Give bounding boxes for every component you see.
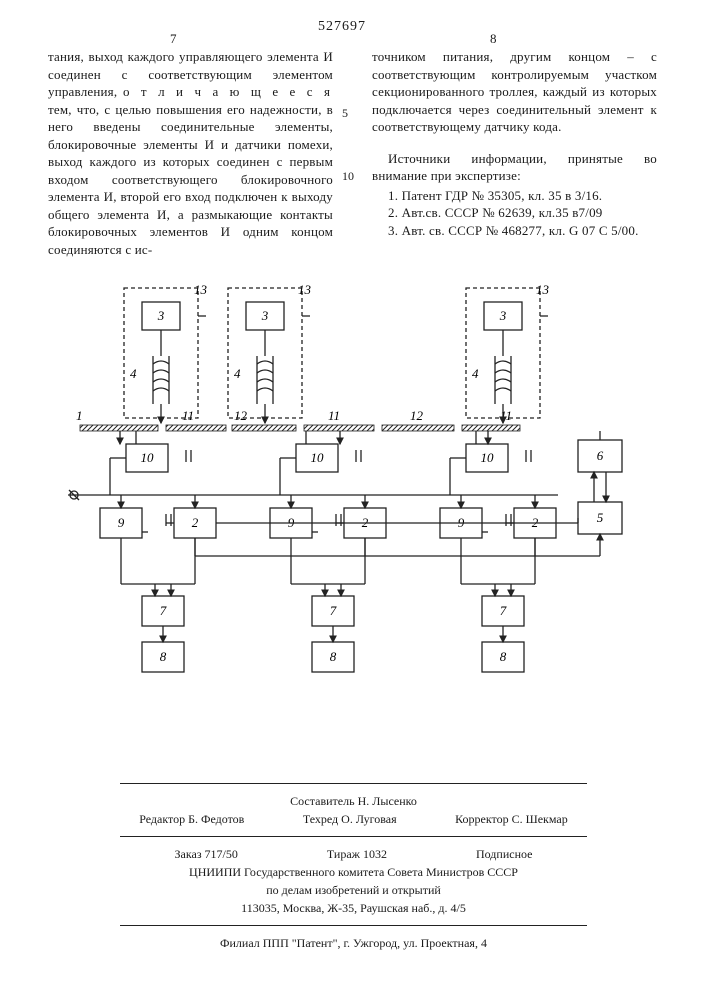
footer-order: Заказ 717/50 <box>175 845 238 863</box>
footer-org2: по делам изобретений и открытий <box>0 881 707 899</box>
source-1: 1. Патент ГДР № 35305, кл. 35 в 3/16. <box>388 187 657 205</box>
svg-text:7: 7 <box>500 603 507 618</box>
source-3: 3. Авт. св. СССР № 468277, кл. G 07 C 5/… <box>388 222 657 240</box>
svg-text:11: 11 <box>500 408 512 423</box>
footer-tirazh: Тираж 1032 <box>327 845 387 863</box>
svg-text:6: 6 <box>597 448 604 463</box>
source-2: 2. Авт.св. СССР № 62639, кл.35 в7/09 <box>388 204 657 222</box>
col-left-p2: тем, что, с целью повышения его надежнос… <box>48 102 333 257</box>
page-num-right: 8 <box>490 30 497 48</box>
svg-text:10: 10 <box>141 450 155 465</box>
svg-text:11: 11 <box>182 408 194 423</box>
col-left-spaced: о т л и ч а ю щ е е с я <box>123 84 333 99</box>
svg-text:5: 5 <box>597 510 604 525</box>
line-marker-10: 10 <box>342 168 354 184</box>
line-marker-5: 5 <box>342 105 348 121</box>
svg-text:3: 3 <box>499 308 507 323</box>
svg-text:13: 13 <box>194 282 208 297</box>
svg-text:3: 3 <box>157 308 165 323</box>
svg-text:8: 8 <box>500 649 507 664</box>
sources-head: Источники информации, принятые во вниман… <box>372 150 657 185</box>
svg-text:4: 4 <box>472 366 479 381</box>
svg-text:8: 8 <box>160 649 167 664</box>
footer-addr2: Филиал ППП "Патент", г. Ужгород, ул. Про… <box>0 934 707 952</box>
doc-number: 527697 <box>318 18 366 37</box>
column-left: тания, выход каждого управляющего элемен… <box>48 48 333 259</box>
footer-org1: ЦНИИПИ Государственного комитета Совета … <box>0 863 707 881</box>
svg-text:7: 7 <box>160 603 167 618</box>
footer-author: Составитель Н. Лысенко <box>0 792 707 810</box>
svg-text:11: 11 <box>328 408 340 423</box>
svg-text:12: 12 <box>234 408 248 423</box>
svg-text:13: 13 <box>536 282 550 297</box>
page-num-left: 7 <box>170 30 177 48</box>
svg-text:13: 13 <box>298 282 312 297</box>
svg-text:4: 4 <box>130 366 137 381</box>
sources-list: 1. Патент ГДР № 35305, кл. 35 в 3/16. 2.… <box>372 187 657 240</box>
footer-addr1: 113035, Москва, Ж-35, Раушская наб., д. … <box>0 899 707 917</box>
svg-text:10: 10 <box>311 450 325 465</box>
svg-text:7: 7 <box>330 603 337 618</box>
footer-editor: Редактор Б. Федотов <box>139 810 244 828</box>
col-right-p1: точником питания, другим концом – с соот… <box>372 48 657 136</box>
svg-text:9: 9 <box>118 515 125 530</box>
svg-text:8: 8 <box>330 649 337 664</box>
svg-text:10: 10 <box>481 450 495 465</box>
circuit-diagram: 1111211121113341334133410927810927810927… <box>68 280 646 700</box>
footer-podpis: Подписное <box>476 845 533 863</box>
svg-text:1: 1 <box>76 408 83 423</box>
svg-text:2: 2 <box>192 515 199 530</box>
footer-corr: Корректор С. Шекмар <box>455 810 568 828</box>
footer-tech: Техред О. Луговая <box>303 810 397 828</box>
svg-text:12: 12 <box>410 408 424 423</box>
svg-text:4: 4 <box>234 366 241 381</box>
footer: Составитель Н. Лысенко Редактор Б. Федот… <box>0 775 707 952</box>
svg-text:3: 3 <box>261 308 269 323</box>
column-right: точником питания, другим концом – с соот… <box>372 48 657 239</box>
